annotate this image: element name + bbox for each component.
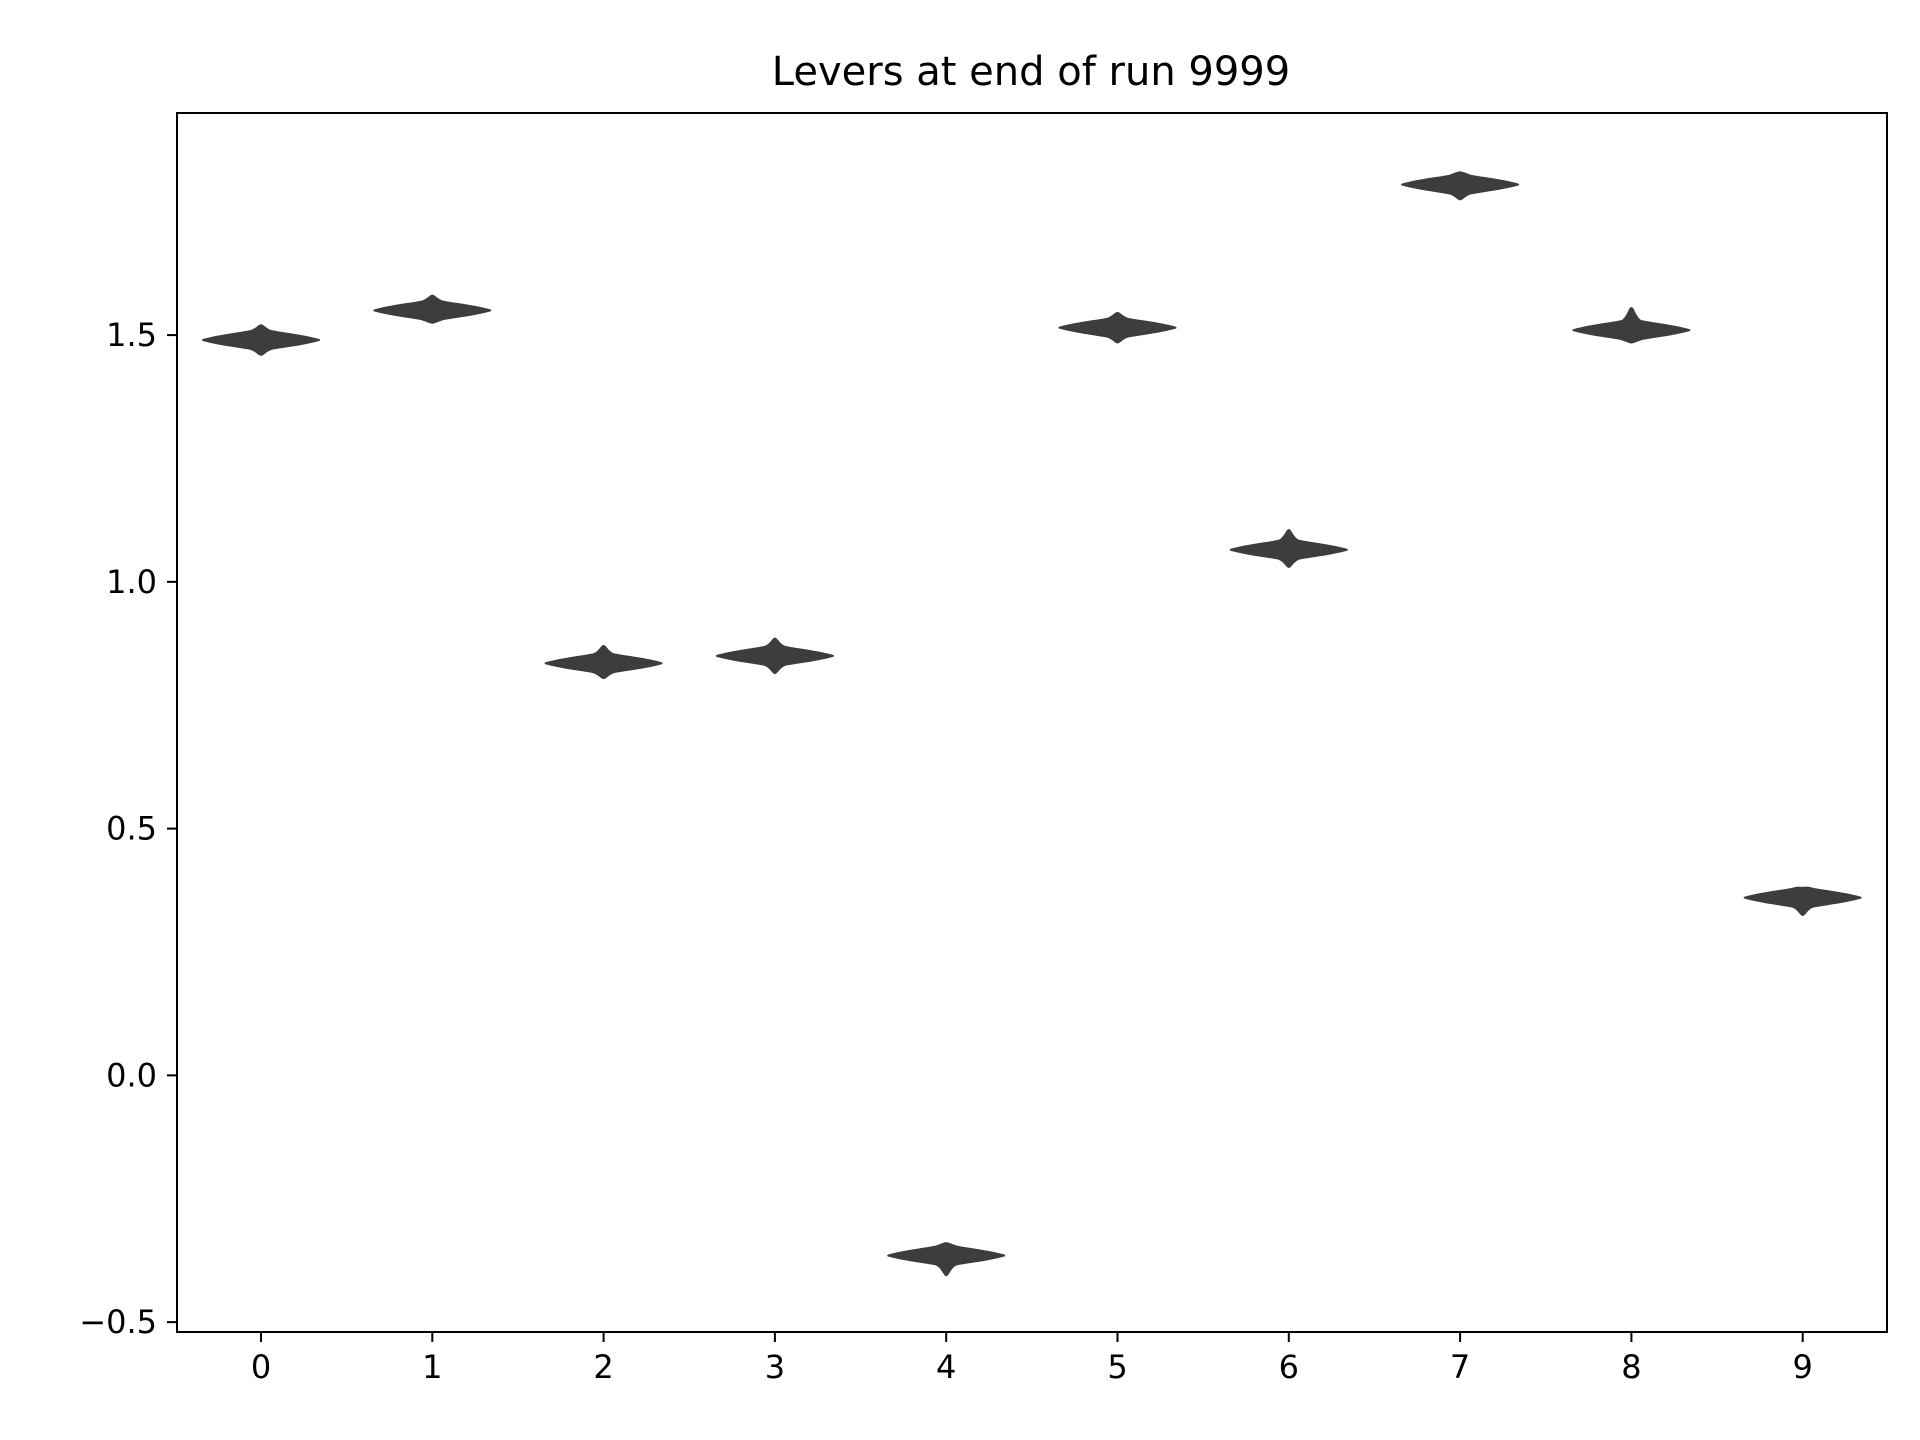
y-tick-label-0: −0.5 [79,1303,157,1341]
x-tick-label-6: 6 [1279,1348,1299,1386]
x-tick-label-4: 4 [936,1348,956,1386]
x-tick-label-7: 7 [1450,1348,1470,1386]
x-tick-label-8: 8 [1621,1348,1641,1386]
y-tick-label-2: 0.5 [106,810,157,848]
violin-9 [1743,886,1862,916]
y-tick-label-1: 0.0 [106,1056,157,1094]
violin-6 [1229,529,1348,569]
x-tick-label-1: 1 [422,1348,442,1386]
violin-3 [715,637,834,675]
x-tick-label-0: 0 [251,1348,271,1386]
x-tick-label-3: 3 [765,1348,785,1386]
plot-area-frame [176,112,1888,1333]
chart-title: Levers at end of run 9999 [772,49,1290,95]
violin-group [202,171,1862,1277]
violin-5 [1058,311,1177,344]
y-tick-label-4: 1.5 [106,316,157,354]
violin-0 [202,324,320,356]
violin-8 [1572,306,1691,344]
x-tick-label-5: 5 [1107,1348,1127,1386]
y-axis: −0.5 0.0 0.5 1.0 1.5 [79,316,177,1341]
violin-7 [1401,171,1520,201]
violin-4 [887,1242,1006,1277]
violin-1 [373,294,492,324]
violin-2 [544,645,663,680]
x-tick-label-2: 2 [593,1348,613,1386]
y-tick-label-3: 1.0 [106,563,157,601]
x-axis: 0 1 2 3 4 5 6 7 8 9 [251,1332,1813,1386]
x-tick-label-9: 9 [1793,1348,1813,1386]
